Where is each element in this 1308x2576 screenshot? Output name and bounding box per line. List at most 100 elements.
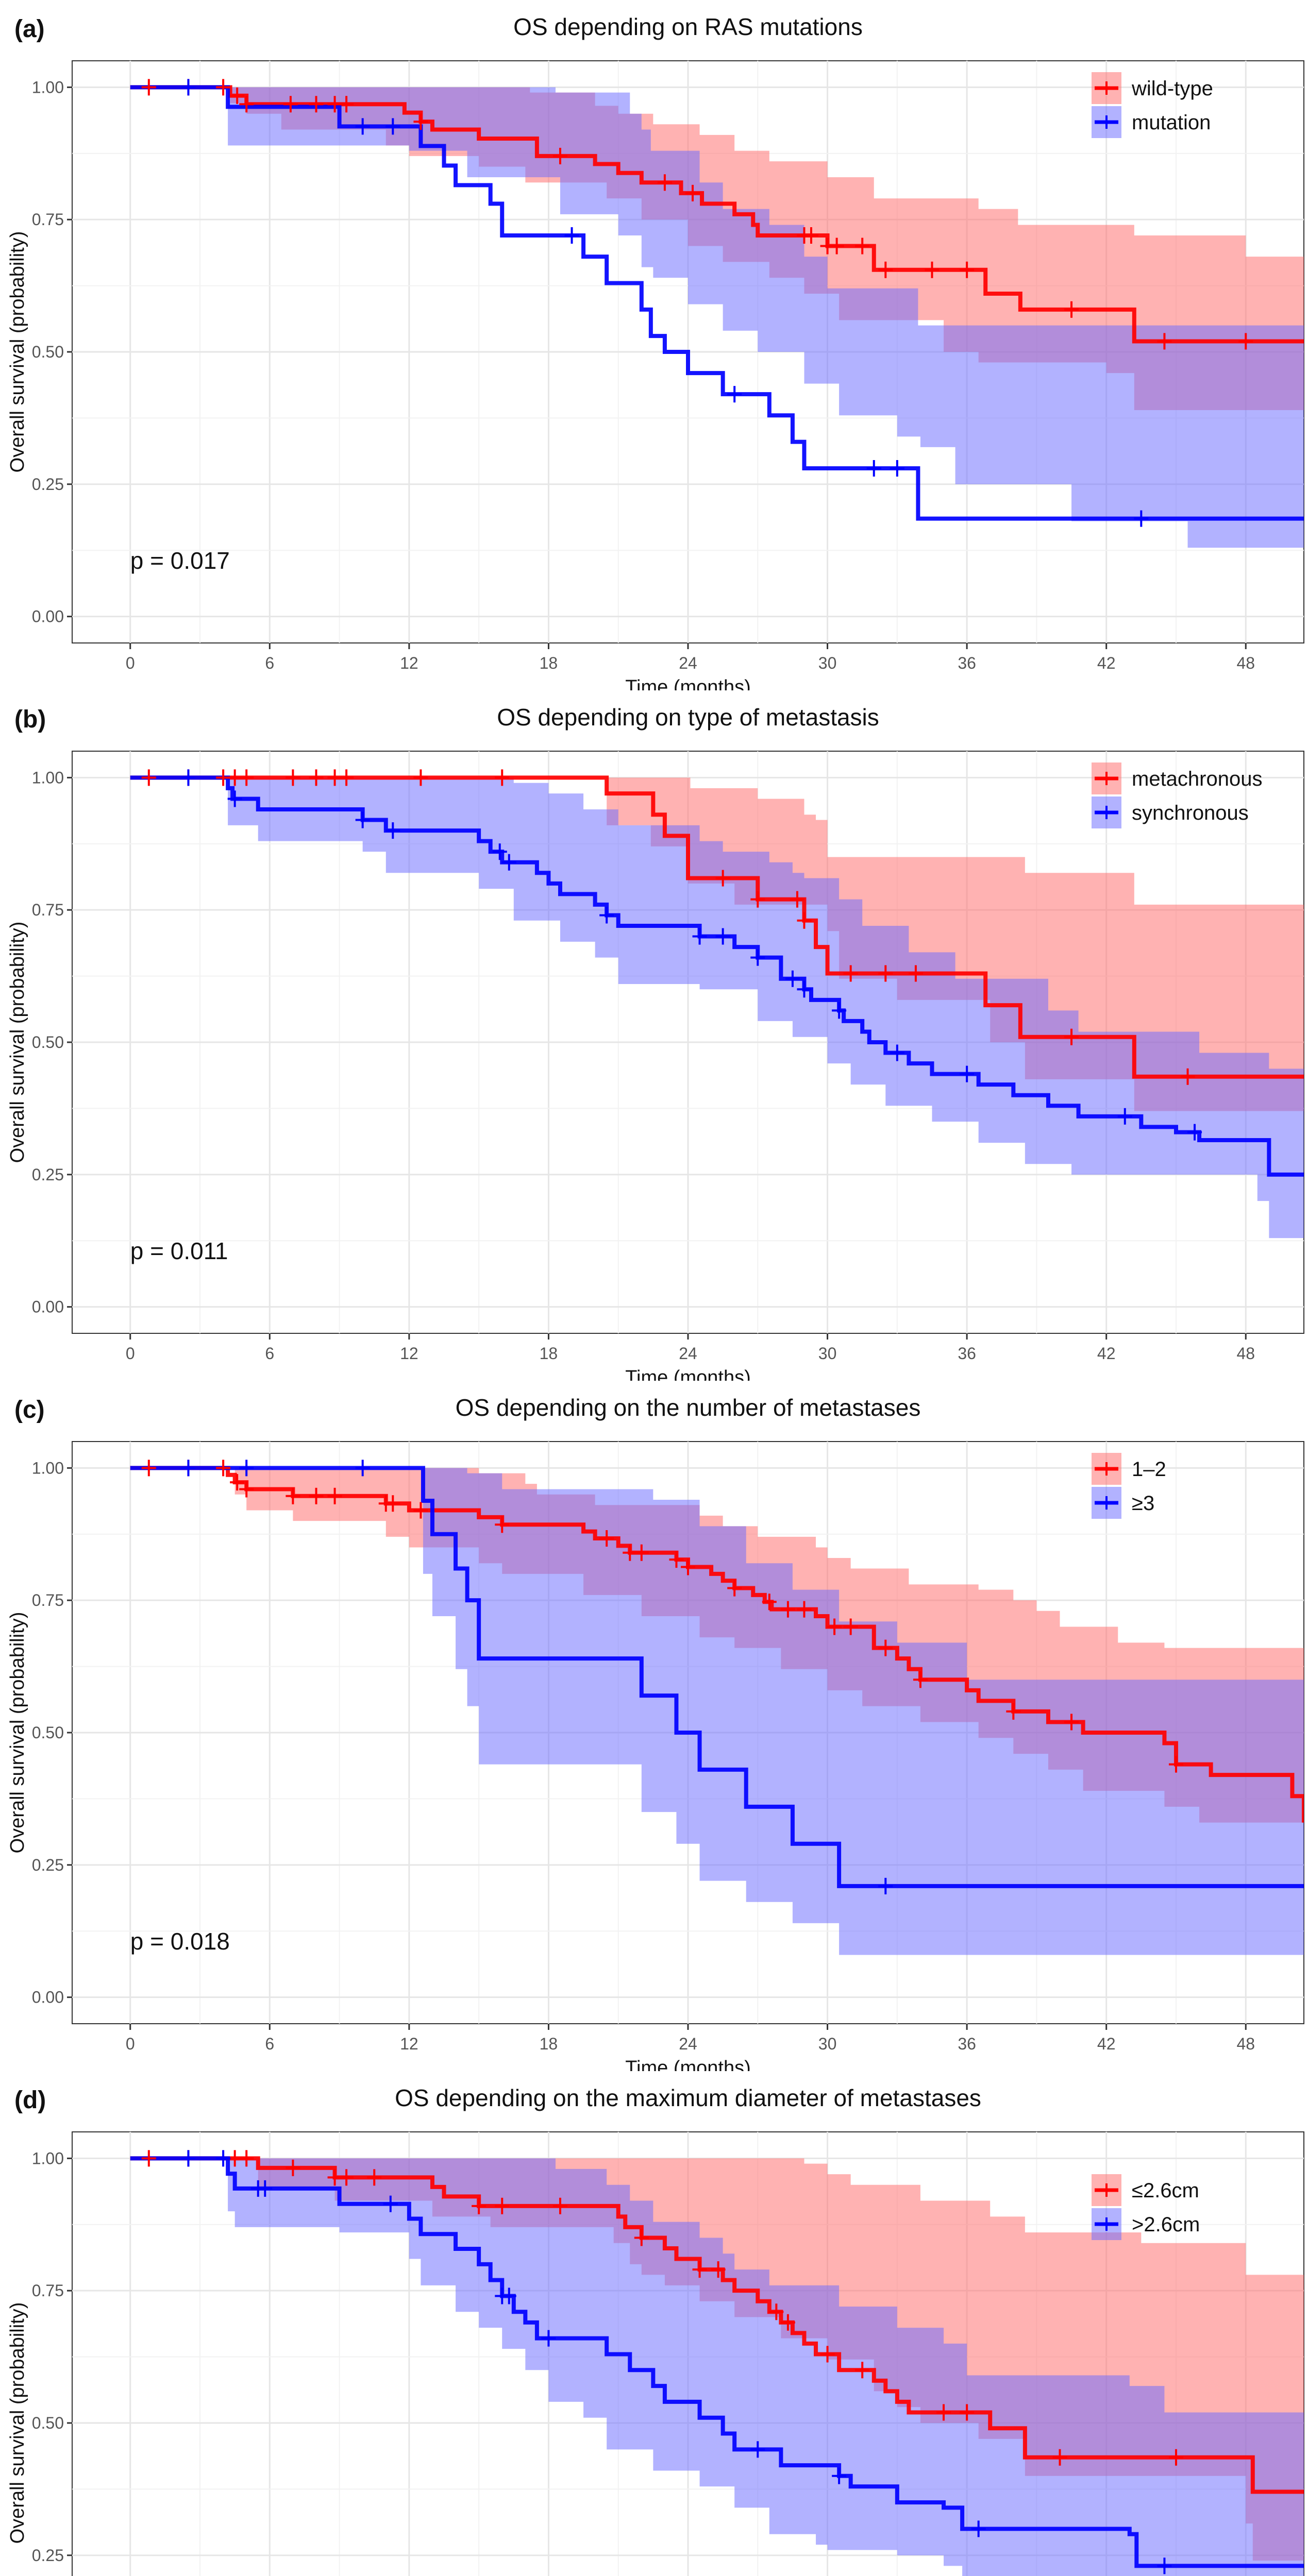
y-tick-label: 0.50 (32, 1723, 64, 1742)
km-panel-b: (b) OS depending on type of metastasis p =… (0, 690, 1308, 1381)
y-tick-label: 1.00 (32, 768, 64, 787)
y-tick-label: 1.00 (32, 2149, 64, 2167)
x-tick-label: 0 (126, 2035, 135, 2053)
legend-label: ≥3 (1132, 1492, 1154, 1515)
ci-band-group2 (130, 1468, 1304, 1955)
x-tick-label: 42 (1097, 2035, 1116, 2053)
x-tick-label: 18 (540, 2035, 558, 2053)
y-tick-label: 0.75 (32, 210, 64, 229)
censor-marks-group1 (141, 2150, 1183, 2466)
y-tick-label: 0.25 (32, 1165, 64, 1184)
x-tick-label: 12 (400, 654, 418, 672)
legend-label: ≤2.6cm (1132, 2179, 1199, 2202)
survival-curve-group2 (130, 1466, 1304, 1888)
x-tick-label: 48 (1236, 654, 1255, 672)
km-chart-svg: (b) OS depending on type of metastasis p =… (7, 704, 1304, 1381)
x-axis-title: Time (months) (625, 1367, 751, 1381)
x-tick-label: 36 (958, 2035, 976, 2053)
x-tick-label: 42 (1097, 1344, 1116, 1363)
x-tick-label: 0 (126, 1344, 135, 1363)
panel-label: (c) (14, 1396, 45, 1423)
x-axis-title: Time (months) (625, 2057, 751, 2071)
legend: 1–2≥3 (1092, 1453, 1166, 1519)
y-tick-label: 0.50 (32, 2414, 64, 2432)
x-tick-label: 0 (126, 654, 135, 672)
y-tick-label: 0.75 (32, 1591, 64, 1609)
ci-band-group2 (130, 777, 1304, 1239)
x-tick-label: 18 (540, 1344, 558, 1363)
x-tick-label: 30 (818, 1344, 837, 1363)
ci-band-group1 (130, 2158, 1304, 2561)
x-tick-label: 36 (958, 1344, 976, 1363)
survival-curve-group2 (130, 85, 1304, 521)
plot-marks (130, 769, 1304, 1239)
y-tick-label: 1.00 (32, 1459, 64, 1477)
y-tick-label: 0.00 (32, 1988, 64, 2007)
plot-marks (130, 2150, 1304, 2576)
y-axis-title: Overall survival (probability) (7, 231, 28, 473)
y-tick-label: 0.25 (32, 475, 64, 494)
survival-curve-group1 (130, 775, 1304, 1079)
ci-band-group2 (130, 87, 1304, 574)
p-value-label: p = 0.017 (130, 547, 230, 574)
chart-title: OS depending on type of metastasis (497, 704, 879, 731)
y-tick-label: 0.50 (32, 1033, 64, 1052)
km-panel-c: (c) OS depending on the number of metasta… (0, 1381, 1308, 2071)
chart-title: OS depending on the number of metastases (456, 1394, 921, 1421)
y-tick-label: 0.25 (32, 1856, 64, 1874)
x-axis-title: Time (months) (625, 676, 751, 690)
censor-marks-group2 (181, 79, 1149, 527)
y-axis-title: Overall survival (probability) (7, 1612, 28, 1854)
censor-marks-group1 (141, 79, 1253, 350)
chart-title: OS depending on the maximum diameter of … (395, 2084, 981, 2111)
x-tick-label: 30 (818, 654, 837, 672)
y-tick-label: 0.75 (32, 2281, 64, 2300)
legend-label: wild-type (1131, 77, 1213, 100)
panel-label: (a) (14, 15, 45, 43)
legend-label: metachronous (1132, 768, 1262, 790)
km-panel-a: (a) OS depending on RAS mutations p = 0.01… (0, 0, 1308, 690)
x-tick-label: 24 (679, 654, 697, 672)
p-value-label: p = 0.018 (130, 1928, 230, 1955)
x-tick-label: 12 (400, 2035, 418, 2053)
ci-band-group2 (130, 2158, 1304, 2576)
y-axis-title: Overall survival (probability) (7, 2302, 28, 2544)
legend: wild-type mutation (1092, 72, 1213, 138)
x-tick-label: 42 (1097, 654, 1116, 672)
km-chart-svg: (c) OS depending on the number of metasta… (7, 1394, 1304, 2071)
x-tick-label: 6 (265, 1344, 274, 1363)
y-tick-label: 0.00 (32, 1298, 64, 1316)
y-tick-label: 0.00 (32, 607, 64, 626)
x-tick-label: 36 (958, 654, 976, 672)
y-axis-title: Overall survival (probability) (7, 922, 28, 1163)
chart-title: OS depending on RAS mutations (513, 13, 863, 40)
censor-marks-group1 (141, 1460, 1183, 1773)
survival-curve-group1 (130, 85, 1304, 344)
x-tick-label: 30 (818, 2035, 837, 2053)
x-tick-label: 48 (1236, 1344, 1255, 1363)
legend-label: 1–2 (1132, 1458, 1166, 1481)
legend-label: mutation (1132, 111, 1211, 134)
panel-label: (b) (14, 706, 46, 733)
censor-marks-group2 (181, 2150, 1172, 2574)
km-chart-svg: (d) OS depending on the maximum diameter … (7, 2084, 1304, 2576)
legend-label: synchronous (1132, 802, 1249, 824)
survival-curve-group2 (130, 2156, 1304, 2568)
x-tick-label: 6 (265, 2035, 274, 2053)
survival-curve-group1 (130, 1466, 1304, 1823)
x-tick-label: 48 (1236, 2035, 1255, 2053)
survival-curve-group2 (130, 775, 1304, 1177)
y-tick-label: 0.25 (32, 2546, 64, 2565)
y-tick-label: 0.50 (32, 343, 64, 361)
legend: metachronous synchronous (1092, 762, 1262, 828)
km-chart-svg: (a) OS depending on RAS mutations p = 0.01… (7, 13, 1304, 690)
km-panel-d: (d) OS depending on the maximum diameter … (0, 2071, 1308, 2576)
legend: ≤2.6cm >2.6cm (1092, 2174, 1200, 2240)
legend-label: >2.6cm (1132, 2213, 1200, 2236)
y-tick-label: 1.00 (32, 78, 64, 96)
x-tick-label: 18 (540, 654, 558, 672)
censor-marks-group2 (181, 769, 1202, 1141)
censor-marks-group2 (181, 1460, 893, 1894)
x-tick-label: 6 (265, 654, 274, 672)
